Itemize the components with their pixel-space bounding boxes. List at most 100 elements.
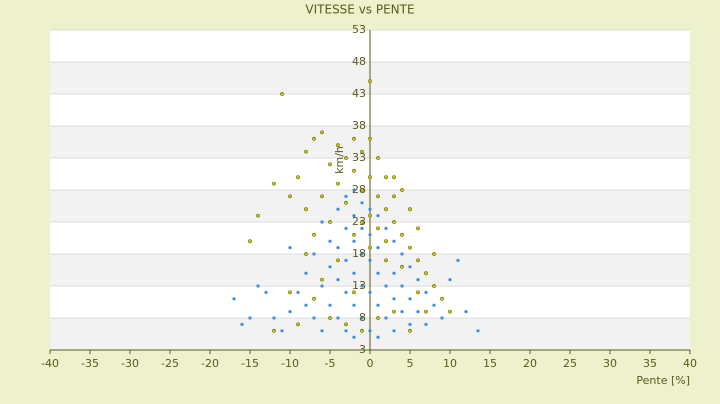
point bbox=[384, 316, 388, 320]
point bbox=[288, 310, 292, 314]
point bbox=[264, 290, 268, 294]
point bbox=[376, 226, 380, 231]
point bbox=[328, 316, 332, 320]
x-tick-label: 40 bbox=[683, 357, 697, 370]
point bbox=[312, 232, 316, 237]
point bbox=[368, 207, 372, 211]
y-tick-label: 3 bbox=[359, 343, 366, 356]
point bbox=[352, 214, 356, 218]
y-tick-label: 28 bbox=[352, 183, 366, 196]
point bbox=[280, 92, 284, 96]
point bbox=[296, 290, 300, 294]
point bbox=[432, 252, 436, 256]
point bbox=[400, 310, 404, 314]
point bbox=[432, 303, 436, 307]
point bbox=[256, 213, 260, 218]
point bbox=[392, 271, 396, 275]
point bbox=[368, 213, 372, 218]
point bbox=[400, 252, 404, 256]
x-tick-label: 0 bbox=[367, 357, 374, 370]
point bbox=[440, 316, 444, 320]
point bbox=[416, 258, 420, 263]
point bbox=[352, 232, 356, 237]
point bbox=[360, 201, 364, 205]
point bbox=[304, 271, 308, 275]
y-tick-label: 33 bbox=[352, 151, 366, 164]
point bbox=[304, 207, 308, 212]
x-tick-label: -20 bbox=[201, 357, 219, 370]
point bbox=[416, 310, 420, 314]
point bbox=[360, 316, 364, 320]
point bbox=[416, 278, 420, 282]
point bbox=[288, 246, 292, 250]
y-tick-label: 43 bbox=[352, 87, 366, 100]
y-tick-label: 18 bbox=[352, 247, 366, 260]
point bbox=[304, 149, 308, 154]
point bbox=[272, 181, 276, 186]
point bbox=[360, 188, 364, 192]
point bbox=[272, 316, 276, 320]
y-tick-label: 13 bbox=[352, 279, 366, 292]
point bbox=[352, 239, 356, 243]
point bbox=[368, 329, 372, 333]
point bbox=[392, 220, 396, 224]
point bbox=[376, 303, 380, 307]
point bbox=[368, 290, 372, 294]
x-tick-label: -15 bbox=[241, 357, 259, 370]
point bbox=[280, 329, 284, 333]
point bbox=[368, 175, 372, 180]
point bbox=[248, 316, 252, 320]
point bbox=[312, 316, 316, 320]
point bbox=[408, 245, 412, 250]
point bbox=[352, 188, 356, 192]
point bbox=[360, 252, 364, 256]
y-tick-label: 23 bbox=[352, 215, 366, 228]
point bbox=[384, 226, 388, 230]
point bbox=[400, 188, 404, 192]
point bbox=[416, 226, 420, 231]
point bbox=[352, 290, 356, 295]
point bbox=[376, 156, 380, 160]
point bbox=[456, 258, 460, 262]
point bbox=[344, 156, 348, 160]
point bbox=[344, 226, 348, 230]
point bbox=[400, 284, 404, 288]
x-axis-title: Pente [%] bbox=[636, 374, 690, 387]
y-tick-label: 8 bbox=[359, 311, 366, 324]
point bbox=[360, 284, 364, 288]
point bbox=[408, 297, 412, 301]
point bbox=[464, 310, 468, 314]
point bbox=[408, 265, 412, 269]
point bbox=[408, 207, 412, 212]
point bbox=[272, 328, 276, 333]
point bbox=[232, 297, 236, 301]
x-tick-label: 30 bbox=[603, 357, 617, 370]
point bbox=[320, 130, 324, 135]
x-tick-label: 25 bbox=[563, 357, 577, 370]
point bbox=[448, 278, 452, 282]
x-tick-label: -35 bbox=[81, 357, 99, 370]
point bbox=[424, 290, 428, 294]
point bbox=[248, 239, 252, 244]
point bbox=[392, 329, 396, 333]
x-tick-label: 15 bbox=[483, 357, 497, 370]
point bbox=[360, 226, 364, 230]
point bbox=[368, 136, 372, 141]
point bbox=[344, 329, 348, 333]
y-axis-title: km/h bbox=[333, 146, 346, 174]
point bbox=[352, 136, 356, 141]
point bbox=[368, 233, 372, 237]
point bbox=[432, 284, 436, 288]
point bbox=[344, 200, 348, 205]
point bbox=[328, 239, 332, 243]
point bbox=[424, 322, 428, 326]
x-tick-label: -40 bbox=[41, 357, 59, 370]
point bbox=[304, 252, 308, 256]
point bbox=[376, 194, 380, 199]
point bbox=[336, 316, 340, 320]
point bbox=[368, 79, 372, 84]
point bbox=[336, 207, 340, 211]
point bbox=[424, 309, 428, 314]
point bbox=[360, 328, 364, 333]
point bbox=[344, 322, 348, 327]
